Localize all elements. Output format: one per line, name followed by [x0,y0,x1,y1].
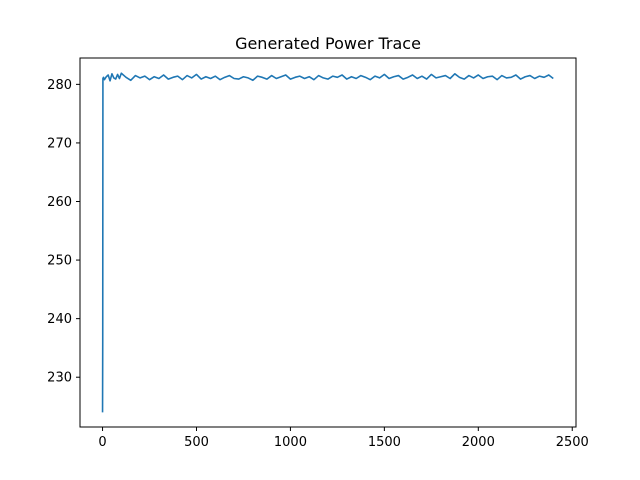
x-tick-label: 2000 [462,435,495,450]
y-tick-label: 270 [47,136,72,151]
y-tick-label: 260 [47,195,72,210]
series-line-1 [101,72,554,413]
x-tick-label: 500 [184,435,209,450]
x-tick-label: 2500 [556,435,589,450]
chart-title: Generated Power Trace [235,34,421,53]
plot-area [101,72,554,413]
y-tick-label: 230 [47,371,72,386]
y-tick-label: 240 [47,312,72,327]
axes-frame [79,57,577,428]
axis-ticks: 0 500 1000 1500 2000 2500 230 240 250 260 270 280 [47,78,589,450]
x-tick-label: 1500 [368,435,401,450]
x-tick-label: 1000 [274,435,307,450]
y-tick-label: 250 [47,254,72,269]
x-tick-label: 0 [98,435,106,450]
y-tick-label: 280 [47,78,72,93]
